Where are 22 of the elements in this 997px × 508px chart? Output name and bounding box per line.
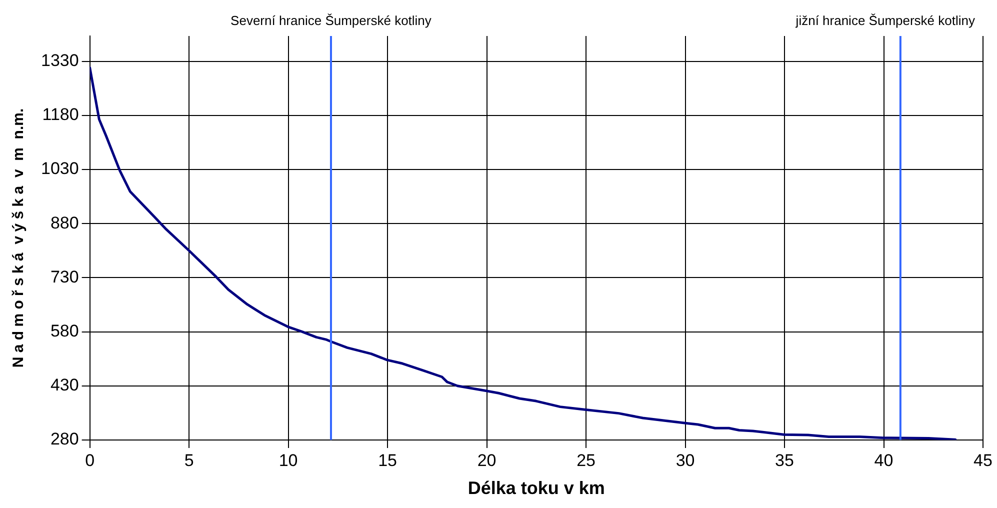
y-tick-label: 1180 (42, 105, 79, 124)
x-tick-label: 10 (278, 450, 298, 470)
x-tick-label: 15 (378, 450, 398, 470)
y-tick-label: 280 (50, 430, 79, 449)
y-tick-label: 580 (50, 321, 79, 340)
x-tick-label: 40 (874, 450, 894, 470)
y-tick-label: 1030 (40, 159, 79, 178)
y-tick-label: 880 (50, 213, 79, 232)
y-tick-label: 1330 (40, 50, 79, 70)
y-tick-label: 430 (50, 376, 79, 395)
y-tick-label: 730 (50, 267, 79, 286)
x-tick-label: 25 (576, 450, 596, 470)
x-tick-label: 20 (477, 450, 496, 470)
x-tick-label: 0 (85, 450, 95, 470)
x-tick-label: 35 (775, 450, 794, 470)
x-tick-label: 45 (974, 450, 992, 470)
ref-line-label: Severní hranice Šumperské kotliny (230, 13, 432, 28)
ref-line-label: jižní hranice Šumperské kotliny (794, 13, 976, 28)
y-axis-title: N a d m o ř s k á v ý š k a v m n.m. (10, 108, 28, 368)
x-axis-title: Délka toku v km (468, 478, 605, 498)
x-tick-label: 30 (676, 450, 695, 470)
x-tick-label: 5 (184, 450, 194, 470)
